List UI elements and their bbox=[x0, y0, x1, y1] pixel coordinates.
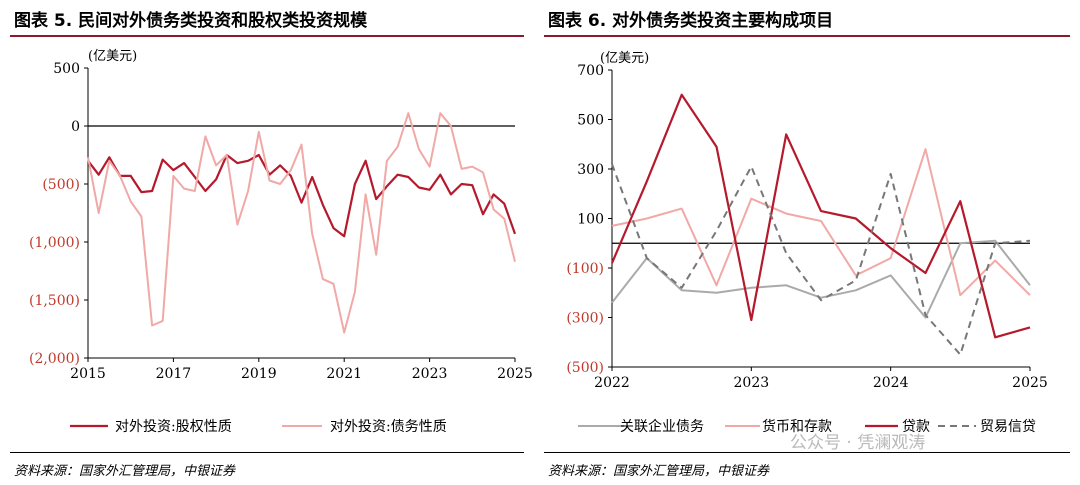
x-tick-label: 2025 bbox=[1012, 375, 1048, 391]
y-tick-label: 500 bbox=[577, 113, 604, 129]
chart-title: 图表 6. 对外债务类投资主要构成项目 bbox=[548, 11, 834, 31]
legend-label: 对外投资:股权性质 bbox=[115, 419, 232, 435]
footer-rule bbox=[544, 452, 1070, 453]
chart-panel-right: 图表 6. 对外债务类投资主要构成项目 (亿美元) 700 500 300 100 (10… bbox=[540, 0, 1080, 485]
x-tick-label: 2024 bbox=[873, 375, 909, 391]
watermark: 公众号 · 凭澜观涛 bbox=[790, 433, 926, 453]
y-tick-label: 500 bbox=[53, 61, 80, 77]
y-tick-label: 100 bbox=[577, 212, 604, 228]
title-rule bbox=[544, 35, 1070, 37]
x-tick-label: 2019 bbox=[241, 366, 277, 382]
source-note: 资料来源：国家外汇管理局，中银证券 bbox=[548, 464, 770, 479]
y-unit-label: (亿美元) bbox=[600, 51, 649, 66]
series-line-2 bbox=[611, 148, 1031, 297]
line-chart: (亿美元)700 500 300 100 (100) (300) (500)2022 2023… bbox=[566, 51, 1048, 435]
legend-label: 关联企业债务 bbox=[620, 418, 704, 435]
legend-label: 贷款 bbox=[902, 419, 930, 435]
y-tick-label: 700 bbox=[577, 63, 604, 79]
y-tick-label: 0 bbox=[71, 119, 80, 135]
series-line-4 bbox=[611, 163, 1031, 356]
y-tick-label: (2,000) bbox=[29, 351, 80, 367]
footer-rule bbox=[10, 452, 524, 453]
y-tick-label: 300 bbox=[577, 162, 604, 178]
y-tick-label: (1,000) bbox=[29, 235, 80, 251]
chart-title: 图表 5. 民间对外债务类投资和股权类投资规模 bbox=[14, 11, 368, 31]
title-rule bbox=[10, 35, 524, 37]
chart-panel-left: 图表 5. 民间对外债务类投资和股权类投资规模 (亿美元) 500 0 (500) (1… bbox=[10, 11, 533, 479]
legend-label: 货币和存款 bbox=[762, 418, 832, 435]
x-tick-label: 2017 bbox=[156, 366, 192, 382]
y-tick-label: (300) bbox=[566, 311, 604, 327]
source-note: 资料来源：国家外汇管理局，中银证券 bbox=[14, 464, 236, 479]
x-tick-label: 2021 bbox=[326, 366, 362, 382]
y-unit-label: (亿美元) bbox=[88, 49, 137, 64]
series-line-1 bbox=[611, 239, 1031, 319]
series-line-2 bbox=[87, 112, 516, 334]
y-tick-label: (500) bbox=[566, 360, 604, 376]
line-chart: (亿美元) 500 0 (500) (1,000) (1,500) (2,000)2015 2… bbox=[29, 49, 533, 435]
x-tick-label: 2023 bbox=[412, 366, 448, 382]
x-tick-label: 2025 bbox=[497, 366, 533, 382]
x-tick-label: 2022 bbox=[594, 375, 630, 391]
legend-label: 贸易信贷 bbox=[980, 419, 1036, 435]
y-tick-label: (100) bbox=[566, 261, 604, 277]
series-line-3 bbox=[610, 93, 1031, 339]
y-tick-label: (1,500) bbox=[29, 293, 80, 309]
series-line-1 bbox=[87, 153, 517, 238]
y-tick-label: (500) bbox=[42, 177, 80, 193]
x-tick-label: 2015 bbox=[70, 366, 106, 382]
x-tick-label: 2023 bbox=[734, 375, 770, 391]
legend-label: 对外投资:债务性质 bbox=[330, 419, 447, 435]
